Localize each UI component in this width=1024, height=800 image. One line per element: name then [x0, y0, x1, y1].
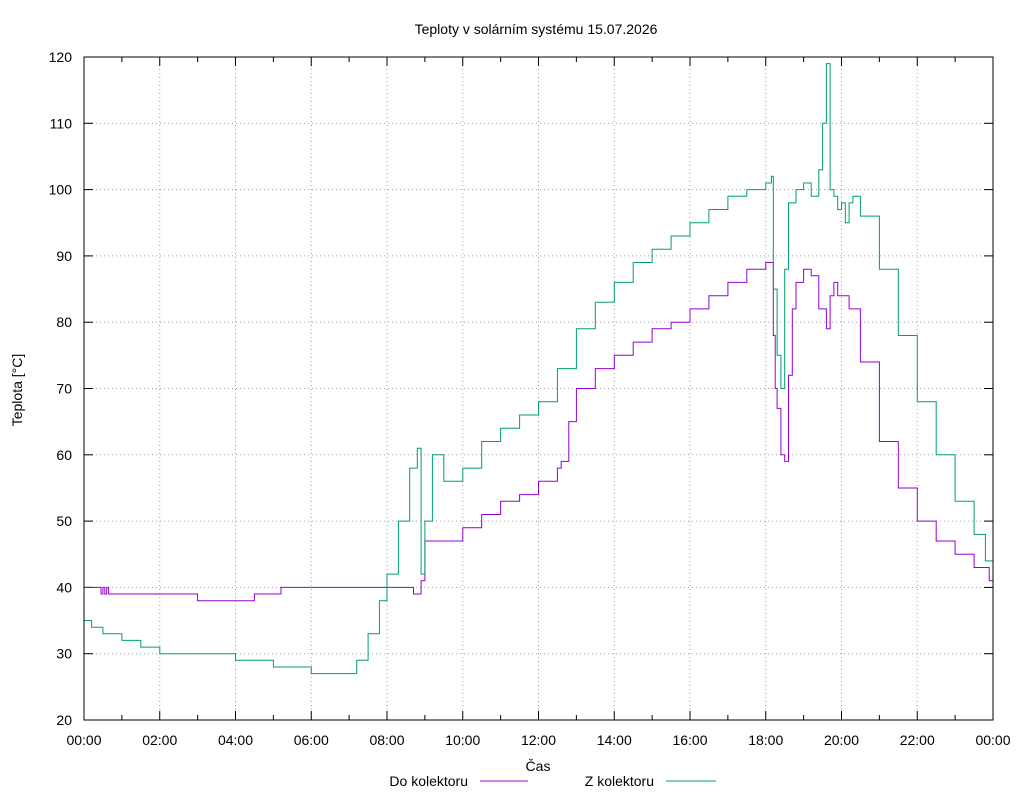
y-tick-label: 90	[56, 248, 72, 264]
x-tick-label: 20:00	[824, 732, 859, 748]
y-tick-label: 110	[50, 115, 73, 131]
y-tick-label: 40	[56, 579, 72, 595]
x-tick-label: 22:00	[900, 732, 935, 748]
x-tick-label: 10:00	[445, 732, 480, 748]
x-tick-label: 04:00	[218, 732, 253, 748]
legend: Do kolektoru Z kolektoru	[389, 773, 716, 789]
y-tick-label: 80	[56, 314, 72, 330]
y-tick-label: 50	[56, 513, 72, 529]
y-tick-label: 20	[56, 712, 72, 728]
x-axis: 00:00 02:00 04:00 06:00 08:00 10:00 12:00 14:00…	[66, 57, 1011, 748]
series-layer	[84, 63, 994, 675]
legend-label-z-kolektoru: Z kolektoru	[585, 773, 654, 789]
x-tick-label: 06:00	[294, 732, 329, 748]
y-tick-label: 120	[49, 49, 73, 65]
x-tick-label: 18:00	[748, 732, 783, 748]
x-tick-label: 08:00	[369, 732, 404, 748]
grid-lines	[84, 57, 993, 720]
x-tick-label: 12:00	[521, 732, 556, 748]
chart-title: Teploty v solárním systému 15.07.2026	[415, 21, 658, 37]
x-axis-label: Čas	[526, 758, 551, 774]
x-tick-label: 16:00	[672, 732, 707, 748]
x-tick-label: 02:00	[142, 732, 177, 748]
y-axis: 20 30 40 50 60 70 80 90 100 110 120	[49, 49, 993, 728]
x-tick-label: 00:00	[66, 732, 101, 748]
series-line-do-kolektoru	[84, 262, 993, 602]
y-tick-label: 70	[56, 381, 72, 397]
y-axis-label: Teplota [°C]	[9, 354, 25, 427]
y-tick-label: 30	[56, 646, 72, 662]
legend-label-do-kolektoru: Do kolektoru	[389, 773, 468, 789]
plot-frame	[83, 56, 994, 721]
x-tick-label: 00:00	[975, 732, 1010, 748]
series-line-z-kolektoru	[84, 63, 994, 675]
y-tick-label: 100	[49, 182, 73, 198]
x-tick-label: 14:00	[597, 732, 632, 748]
y-tick-label: 60	[56, 447, 72, 463]
